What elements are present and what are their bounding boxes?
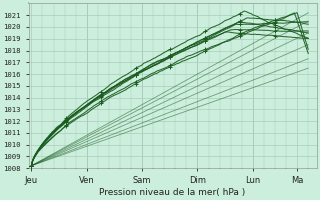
X-axis label: Pression niveau de la mer( hPa ): Pression niveau de la mer( hPa ) [100, 188, 246, 197]
